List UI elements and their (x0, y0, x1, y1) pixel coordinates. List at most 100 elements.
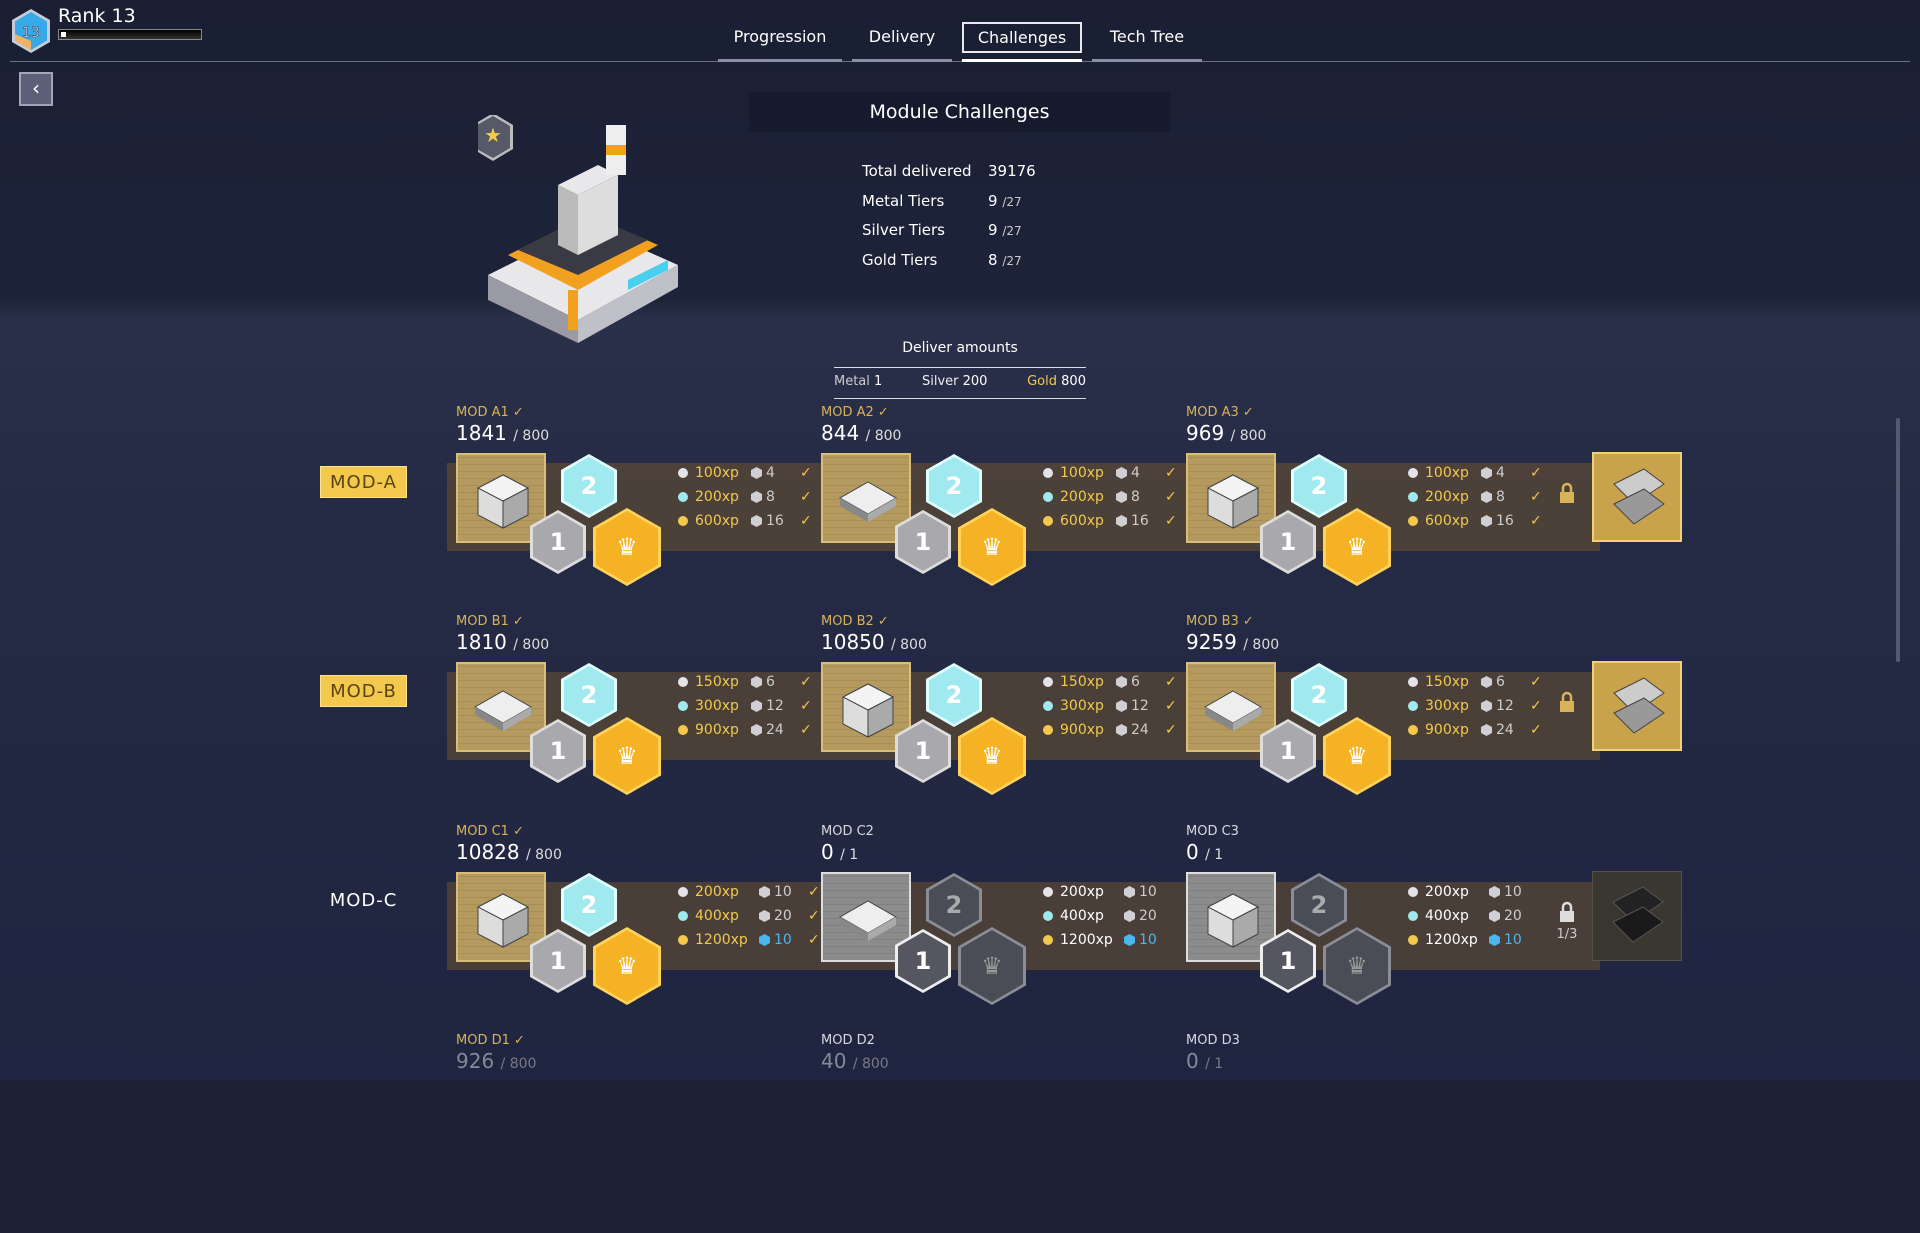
group-reward-item[interactable] (1592, 871, 1682, 961)
tier-dot-icon (1043, 701, 1053, 711)
cube-icon (1481, 676, 1492, 688)
check-icon: ✓ (800, 674, 812, 690)
tier-1-hex-icon: 1 (1260, 929, 1316, 993)
module-image (1186, 662, 1276, 752)
cube-icon (1481, 724, 1492, 736)
cube-icon (751, 491, 762, 503)
tier-row: 200xp 8 ✓ (1408, 485, 1542, 509)
cube-icon (1116, 467, 1127, 479)
reward-icon (1613, 468, 1665, 525)
group-reward-item[interactable] (1592, 661, 1682, 751)
module-challenge[interactable]: MOD C2 0 / 1 2 1 ♛ 200xp 10 400xp 20 1200xp 10 (821, 824, 1181, 1024)
tier-2-hex-icon: 2 (561, 873, 617, 937)
tier-dot-icon (1408, 468, 1418, 478)
lock-indicator (1552, 482, 1582, 508)
tier-dot-icon (1043, 935, 1053, 945)
scrollbar[interactable] (1896, 418, 1900, 662)
tier-row: 600xp 16 ✓ (1408, 509, 1542, 533)
rank-badge-icon: 13 (12, 9, 50, 53)
module-name: MOD A2 ✓ (821, 405, 889, 420)
check-icon: ✓ (808, 884, 820, 900)
delivered-count: 926 / 800 (456, 1049, 537, 1073)
delivered-count: 1841 / 800 (456, 421, 550, 445)
module-challenge[interactable]: MOD B3 ✓ 9259 / 800 2 1 ♛ 150xp 6 ✓ 300xp 12 ✓ 900x… (1186, 614, 1546, 814)
metal-amount: 1 (874, 374, 883, 389)
tier-dot-icon (1043, 468, 1053, 478)
tab-progression[interactable]: Progression (733, 27, 827, 46)
silver-amount: 200 (962, 374, 988, 389)
check-icon: ✓ (1165, 489, 1177, 505)
check-icon: ✓ (800, 489, 812, 505)
module-image (456, 453, 546, 543)
stat-label: Gold Tiers (862, 251, 938, 269)
module-challenge[interactable]: MOD B2 ✓ 10850 / 800 2 1 ♛ 150xp 6 ✓ 300xp 12 ✓ 900… (821, 614, 1181, 814)
module-challenge[interactable]: MOD C1 ✓ 10828 / 800 2 1 ♛ 200xp 10 ✓ 400xp 20 ✓ 12… (456, 824, 820, 1024)
module-name: MOD C2 (821, 824, 874, 839)
module-challenge[interactable]: MOD A3 ✓ 969 / 800 2 1 ♛ 100xp 4 ✓ 200xp 8 ✓ 600xp 1… (1186, 405, 1546, 605)
crown-hex-icon: ♛ (1323, 927, 1391, 1005)
tier-1-hex-icon: 1 (530, 510, 586, 574)
module-icon (476, 893, 530, 948)
tier-2-hex-icon: 2 (561, 663, 617, 727)
tier-row: 200xp 10 (1043, 880, 1173, 904)
crown-hex-icon: ♛ (1323, 508, 1391, 586)
tier-row: 1200xp 10 ✓ (678, 928, 820, 952)
tier-1-hex-icon: 1 (895, 929, 951, 993)
gold-label: Gold (1027, 374, 1058, 389)
tier-list: 150xp 6 ✓ 300xp 12 ✓ 900xp 24 ✓ (1408, 670, 1542, 742)
cube-icon (751, 700, 762, 712)
back-button[interactable]: ‹ (19, 72, 53, 106)
check-icon: ✓ (808, 908, 820, 924)
module-challenge[interactable]: MOD B1 ✓ 1810 / 800 2 1 ♛ 150xp 6 ✓ 300xp 12 ✓ 900x… (456, 614, 816, 814)
tier-row: 300xp 12 ✓ (1043, 694, 1177, 718)
tier-dot-icon (1408, 677, 1418, 687)
crown-hex-icon: ♛ (593, 508, 661, 586)
delivered-count: 10828 / 800 (456, 840, 562, 864)
module-challenge[interactable]: MOD A2 ✓ 844 / 800 2 1 ♛ 100xp 4 ✓ 200xp 8 ✓ 600xp 1… (821, 405, 1181, 605)
tier-row: 150xp 6 ✓ (1043, 670, 1177, 694)
tier-row: 400xp 20 (1043, 904, 1173, 928)
cube-icon (1481, 515, 1492, 527)
module-image (821, 662, 911, 752)
cube-icon (751, 467, 762, 479)
tier-list: 200xp 10 400xp 20 1200xp 10 (1408, 880, 1538, 952)
module-challenge[interactable]: MOD A1 ✓ 1841 / 800 2 1 ♛ 100xp 4 ✓ 200xp 8 ✓ 600xp… (456, 405, 816, 605)
tier-row: 200xp 8 ✓ (1043, 485, 1177, 509)
module-icon (1203, 690, 1263, 731)
check-icon: ✓ (800, 698, 812, 714)
deliver-amounts-title: Deliver amounts (902, 340, 1018, 356)
module-challenge[interactable]: MOD D1 ✓ 926 / 800 (456, 1033, 816, 1233)
module-challenge[interactable]: MOD D2 40 / 800 (821, 1033, 1181, 1233)
tier-row: 600xp 16 ✓ (678, 509, 812, 533)
cube-icon (751, 515, 762, 527)
crown-hex-icon: ♛ (593, 717, 661, 795)
tier-row: 100xp 4 ✓ (678, 461, 812, 485)
svg-text:★: ★ (484, 123, 502, 147)
module-name: MOD A3 ✓ (1186, 405, 1254, 420)
module-name: MOD B3 ✓ (1186, 614, 1254, 629)
tier-dot-icon (1408, 492, 1418, 502)
tier-list: 100xp 4 ✓ 200xp 8 ✓ 600xp 16 ✓ (1408, 461, 1542, 533)
tab-challenges[interactable]: Challenges (962, 22, 1082, 53)
tab-delivery[interactable]: Delivery (868, 27, 936, 46)
module-challenges-title: Module Challenges (749, 92, 1170, 132)
tab-tech-tree[interactable]: Tech Tree (1109, 27, 1185, 46)
tier-1-hex-icon: 1 (895, 510, 951, 574)
tier-1-hex-icon: 1 (530, 929, 586, 993)
cube-icon (1116, 515, 1127, 527)
rank-label: Rank 13 (58, 5, 136, 27)
cube-icon (751, 676, 762, 688)
tier-row: 400xp 20 (1408, 904, 1538, 928)
module-name: MOD C3 (1186, 824, 1239, 839)
tier-dot-icon (1043, 516, 1053, 526)
tier-dot-icon (678, 911, 688, 921)
cube-icon (1116, 724, 1127, 736)
module-challenge[interactable]: MOD C3 0 / 1 2 1 ♛ 200xp 10 400xp 20 1200xp 10 (1186, 824, 1546, 1024)
tier-list: 150xp 6 ✓ 300xp 12 ✓ 900xp 24 ✓ (678, 670, 812, 742)
cube-icon (1124, 934, 1135, 946)
tier-2-hex-icon: 2 (926, 663, 982, 727)
group-reward-item[interactable] (1592, 452, 1682, 542)
tier-1-hex-icon: 1 (1260, 510, 1316, 574)
module-challenge[interactable]: MOD D3 0 / 1 (1186, 1033, 1546, 1233)
tier-dot-icon (1408, 887, 1418, 897)
